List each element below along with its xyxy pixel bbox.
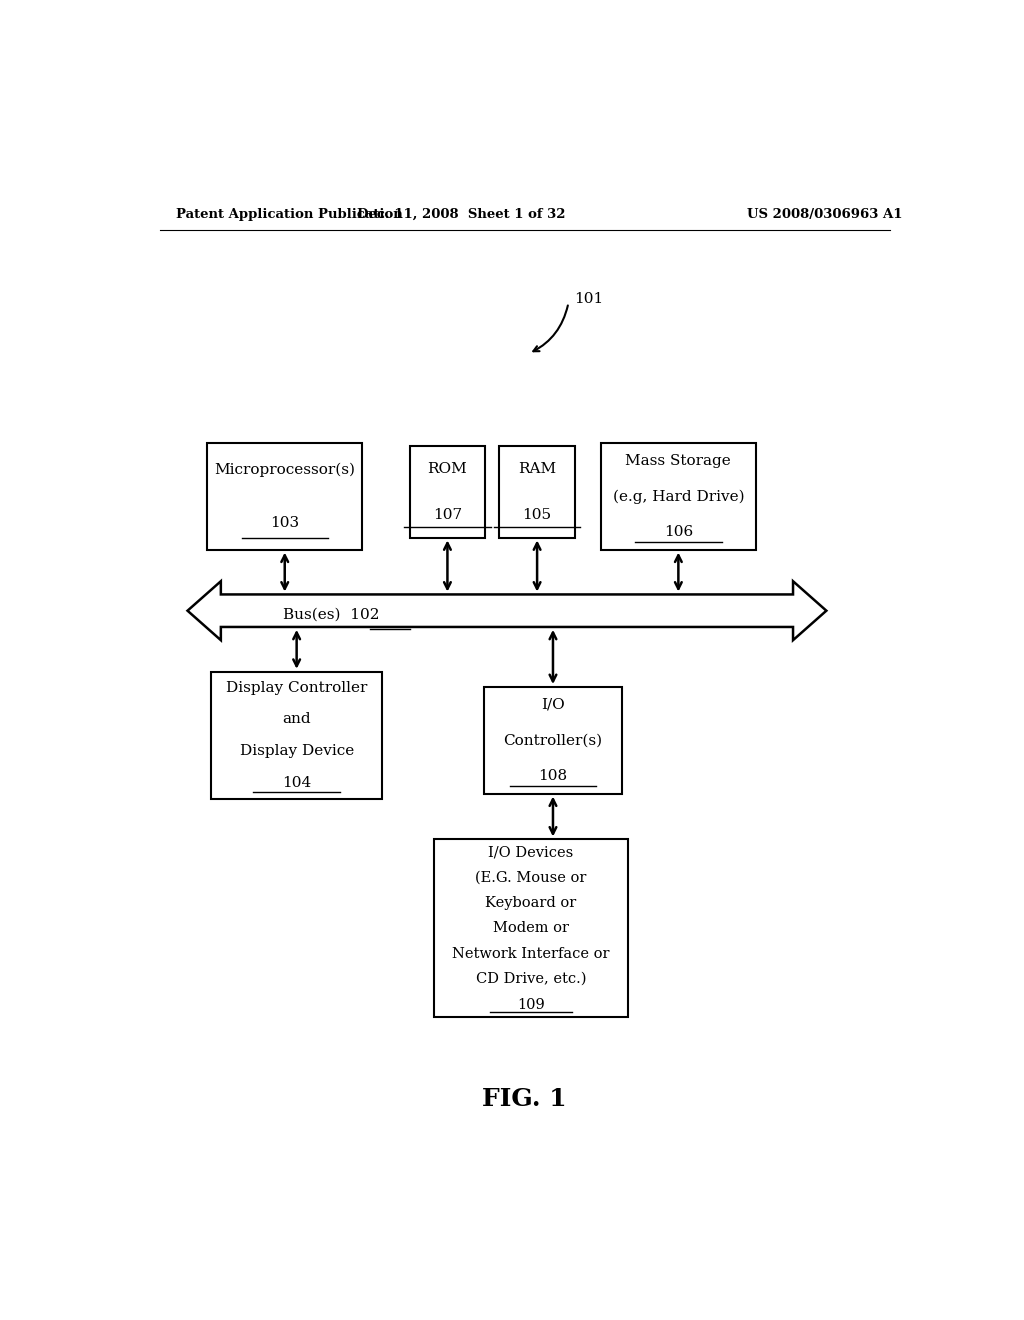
Text: (e.g, Hard Drive): (e.g, Hard Drive)	[612, 490, 744, 503]
Bar	[433, 840, 628, 1018]
Bar	[211, 672, 382, 799]
Bar	[207, 444, 362, 549]
Text: Bus(es)  102: Bus(es) 102	[283, 607, 379, 622]
Text: Modem or: Modem or	[493, 921, 568, 936]
Text: 108: 108	[539, 768, 567, 783]
Text: Display Device: Display Device	[240, 744, 353, 758]
Text: Patent Application Publication: Patent Application Publication	[176, 209, 402, 222]
Text: US 2008/0306963 A1: US 2008/0306963 A1	[748, 209, 902, 222]
Text: 103: 103	[270, 516, 299, 531]
Text: I/O Devices: I/O Devices	[488, 845, 573, 859]
Bar	[601, 444, 756, 549]
Bar	[410, 446, 485, 537]
Text: FIG. 1: FIG. 1	[482, 1086, 567, 1110]
Text: I/O: I/O	[541, 698, 565, 711]
Text: ROM: ROM	[428, 462, 467, 477]
Bar	[500, 446, 574, 537]
Text: Keyboard or: Keyboard or	[485, 896, 577, 909]
Text: 101: 101	[574, 292, 603, 306]
Text: 107: 107	[433, 508, 462, 521]
Text: Controller(s): Controller(s)	[504, 734, 602, 747]
Text: Network Interface or: Network Interface or	[452, 946, 609, 961]
Text: CD Drive, etc.): CD Drive, etc.)	[475, 972, 586, 986]
Bar	[483, 686, 623, 793]
Text: 105: 105	[522, 508, 552, 521]
Text: 104: 104	[282, 776, 311, 789]
Text: 106: 106	[664, 525, 693, 539]
Polygon shape	[187, 581, 826, 640]
Text: Display Controller: Display Controller	[226, 681, 368, 694]
Text: 109: 109	[517, 998, 545, 1011]
Text: and: and	[283, 713, 311, 726]
Text: Microprocessor(s): Microprocessor(s)	[214, 462, 355, 477]
Text: RAM: RAM	[518, 462, 556, 477]
Text: Dec. 11, 2008  Sheet 1 of 32: Dec. 11, 2008 Sheet 1 of 32	[357, 209, 565, 222]
Text: Mass Storage: Mass Storage	[626, 454, 731, 467]
Text: (E.G. Mouse or: (E.G. Mouse or	[475, 870, 587, 884]
